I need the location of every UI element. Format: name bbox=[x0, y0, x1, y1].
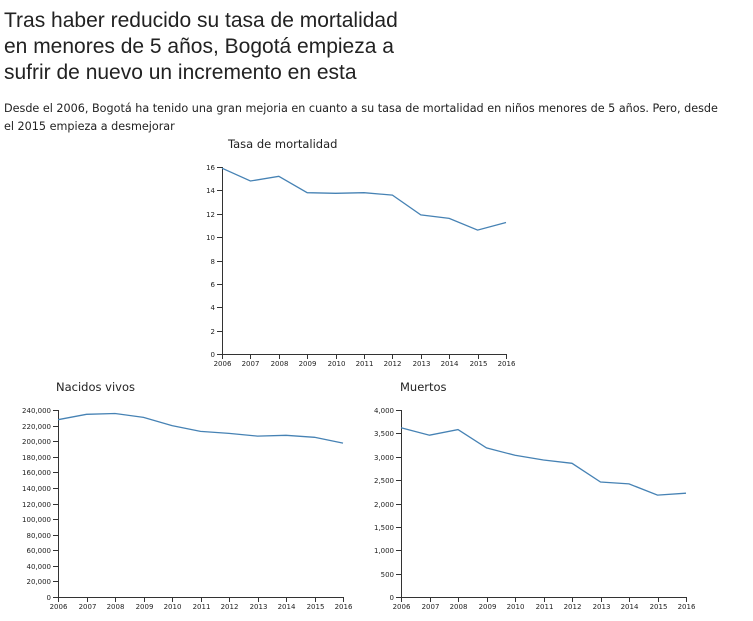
y-tick-label: 2,500 bbox=[374, 477, 394, 485]
x-tick-label: 2009 bbox=[479, 603, 497, 611]
y-tick-label: 8 bbox=[211, 258, 215, 266]
x-tick-label: 2010 bbox=[164, 603, 182, 611]
chart-nacidos-vivos: Nacidos vivos 0 20,000 40,000 60,000 80,000 10… bbox=[22, 380, 353, 611]
y-tick-label: 220,000 bbox=[22, 423, 51, 431]
x-tick-label: 2013 bbox=[250, 603, 268, 611]
series-line bbox=[57, 412, 344, 444]
y-tick-label: 100,000 bbox=[22, 516, 51, 524]
y-tick-label: 60,000 bbox=[27, 547, 52, 555]
x-tick-label: 2006 bbox=[214, 360, 232, 368]
x-tick-label: 2007 bbox=[422, 603, 440, 611]
x-tick-label: 2010 bbox=[507, 603, 525, 611]
x-tick-label: 2016 bbox=[335, 603, 353, 611]
chart-title: Muertos bbox=[400, 380, 447, 394]
y-tick-label: 200,000 bbox=[22, 438, 51, 446]
y-tick-label: 1,500 bbox=[374, 524, 394, 532]
y-tick-label: 16 bbox=[206, 164, 215, 172]
x-tick-label: 2009 bbox=[136, 603, 154, 611]
y-tick-label: 0 bbox=[47, 594, 51, 602]
y-tick-label: 20,000 bbox=[27, 578, 52, 586]
y-tick-label: 10 bbox=[206, 234, 215, 242]
x-tick-label: 2011 bbox=[193, 603, 211, 611]
y-tick-label: 140,000 bbox=[22, 485, 51, 493]
x-tick-label: 2015 bbox=[650, 603, 668, 611]
x-tick-label: 2011 bbox=[356, 360, 374, 368]
x-tick-label: 2006 bbox=[50, 603, 68, 611]
series-line bbox=[221, 167, 507, 231]
y-tick-label: 4,000 bbox=[374, 407, 394, 415]
x-tick-label: 2016 bbox=[498, 360, 516, 368]
x-tick-label: 2012 bbox=[221, 603, 239, 611]
y-tick-label: 2 bbox=[211, 328, 215, 336]
y-tick-label: 80,000 bbox=[27, 532, 52, 540]
x-tick-label: 2015 bbox=[307, 603, 325, 611]
x-tick-label: 2007 bbox=[79, 603, 97, 611]
y-tick-label: 3,000 bbox=[374, 454, 394, 462]
y-tick-label: 240,000 bbox=[22, 407, 51, 415]
y-tick-label: 1,000 bbox=[374, 547, 394, 555]
x-tick-label: 2009 bbox=[299, 360, 317, 368]
y-tick-label: 0 bbox=[211, 351, 215, 359]
y-tick-label: 120,000 bbox=[22, 501, 51, 509]
y-tick-label: 500 bbox=[381, 571, 394, 579]
x-tick-label: 2008 bbox=[271, 360, 289, 368]
y-tick-label: 180,000 bbox=[22, 454, 51, 462]
y-tick-label: 0 bbox=[390, 594, 394, 602]
page-title: Tras haber reducido su tasa de mortalida… bbox=[4, 9, 398, 84]
y-tick-label: 160,000 bbox=[22, 469, 51, 477]
x-tick-label: 2016 bbox=[678, 603, 696, 611]
x-tick-label: 2012 bbox=[564, 603, 582, 611]
x-tick-label: 2014 bbox=[278, 603, 296, 611]
chart-tasa-mortalidad: Tasa de mortalidad 0 2 4 6 8 10 12 14 16 2006 2007 2… bbox=[206, 137, 516, 368]
x-tick-label: 2011 bbox=[536, 603, 554, 611]
x-tick-label: 2015 bbox=[470, 360, 488, 368]
x-tick-label: 2012 bbox=[384, 360, 402, 368]
y-tick-label: 12 bbox=[206, 211, 215, 219]
y-tick-label: 2,000 bbox=[374, 501, 394, 509]
chart-title: Tasa de mortalidad bbox=[227, 137, 337, 151]
page-subtitle: Desde el 2006, Bogotá ha tenido una gran… bbox=[4, 102, 718, 133]
y-tick-label: 14 bbox=[206, 187, 215, 195]
x-tick-label: 2014 bbox=[441, 360, 459, 368]
series-line bbox=[400, 427, 687, 496]
x-tick-label: 2006 bbox=[393, 603, 411, 611]
x-tick-label: 2008 bbox=[450, 603, 468, 611]
y-tick-label: 3,500 bbox=[374, 430, 394, 438]
x-tick-label: 2013 bbox=[593, 603, 611, 611]
x-tick-label: 2010 bbox=[328, 360, 346, 368]
x-tick-label: 2014 bbox=[621, 603, 639, 611]
chart-muertos: Muertos 0 500 1,000 1,500 2,000 2,500 3,000 3,50… bbox=[374, 380, 696, 611]
y-tick-label: 6 bbox=[211, 281, 216, 289]
x-tick-label: 2013 bbox=[413, 360, 431, 368]
x-tick-label: 2008 bbox=[107, 603, 125, 611]
y-tick-label: 4 bbox=[211, 304, 216, 312]
y-tick-label: 40,000 bbox=[27, 563, 52, 571]
chart-title: Nacidos vivos bbox=[56, 380, 135, 394]
x-tick-label: 2007 bbox=[242, 360, 260, 368]
